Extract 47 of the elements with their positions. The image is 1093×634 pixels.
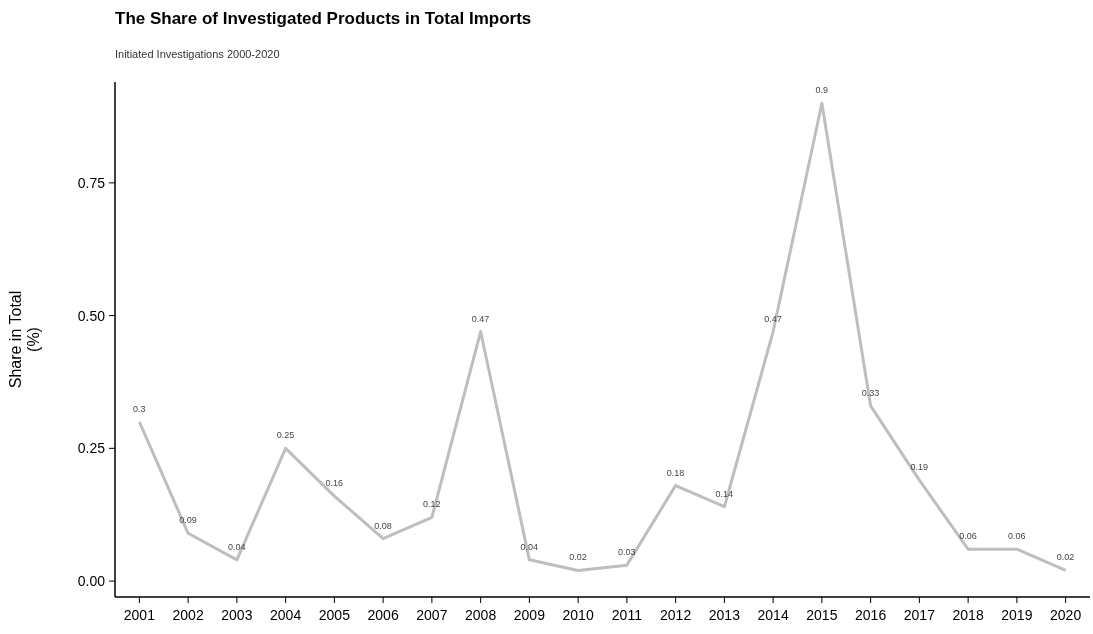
data-label: 0.06 (1008, 531, 1026, 542)
data-label: 0.06 (959, 531, 977, 542)
x-tick-label: 2019 (1001, 607, 1033, 623)
data-label: 0.02 (1056, 552, 1075, 563)
data-label: 0.12 (423, 499, 441, 510)
x-tick-label: 2012 (660, 607, 692, 623)
x-tick-label: 2020 (1050, 607, 1082, 623)
data-label: 0.08 (374, 520, 392, 531)
data-label: 0.47 (764, 313, 782, 324)
x-tick-label: 2018 (952, 607, 984, 623)
data-label: 0.03 (618, 547, 636, 558)
chart-subtitle: Initiated Investigations 2000-2020 (115, 48, 280, 60)
y-tick-label: 0.50 (77, 307, 106, 324)
data-label: 0.47 (471, 313, 490, 324)
y-tick-label: 0.25 (77, 440, 106, 457)
x-tick-label: 2009 (513, 607, 546, 623)
x-tick-label: 2017 (903, 607, 936, 623)
x-tick-label: 2006 (367, 607, 399, 623)
chart-title: The Share of Investigated Products in Total Imports (115, 9, 532, 28)
data-label: 0.16 (325, 478, 344, 489)
data-label: 0.04 (228, 541, 246, 552)
y-tick-label: 0.00 (77, 572, 106, 589)
data-label: 0.25 (276, 430, 295, 441)
x-tick-label: 2007 (416, 607, 448, 623)
x-tick-label: 2014 (757, 607, 789, 623)
x-tick-label: 2016 (855, 607, 887, 623)
x-tick-label: 2002 (172, 607, 204, 623)
data-label: 0.02 (569, 552, 587, 563)
data-label: 0.3 (133, 403, 146, 414)
y-tick-label: 0.75 (77, 174, 106, 191)
x-tick-label: 2008 (465, 607, 497, 623)
x-tick-label: 2013 (708, 607, 741, 623)
data-label: 0.18 (666, 467, 685, 478)
x-tick-label: 2001 (123, 607, 156, 623)
x-tick-label: 2010 (562, 607, 594, 623)
y-axis-title: Share in Total (%) (7, 290, 42, 389)
data-label: 0.04 (520, 541, 539, 552)
data-label: 0.14 (715, 488, 734, 499)
x-tick-label: 2003 (221, 607, 253, 623)
data-label: 0.19 (910, 462, 929, 473)
data-label: 0.33 (861, 387, 880, 398)
x-tick-label: 2015 (806, 607, 838, 623)
data-label: 0.9 (815, 85, 829, 96)
x-tick-label: 2011 (611, 607, 643, 623)
x-tick-label: 2004 (270, 607, 302, 623)
data-label: 0.09 (179, 515, 197, 526)
x-tick-label: 2005 (318, 607, 351, 623)
